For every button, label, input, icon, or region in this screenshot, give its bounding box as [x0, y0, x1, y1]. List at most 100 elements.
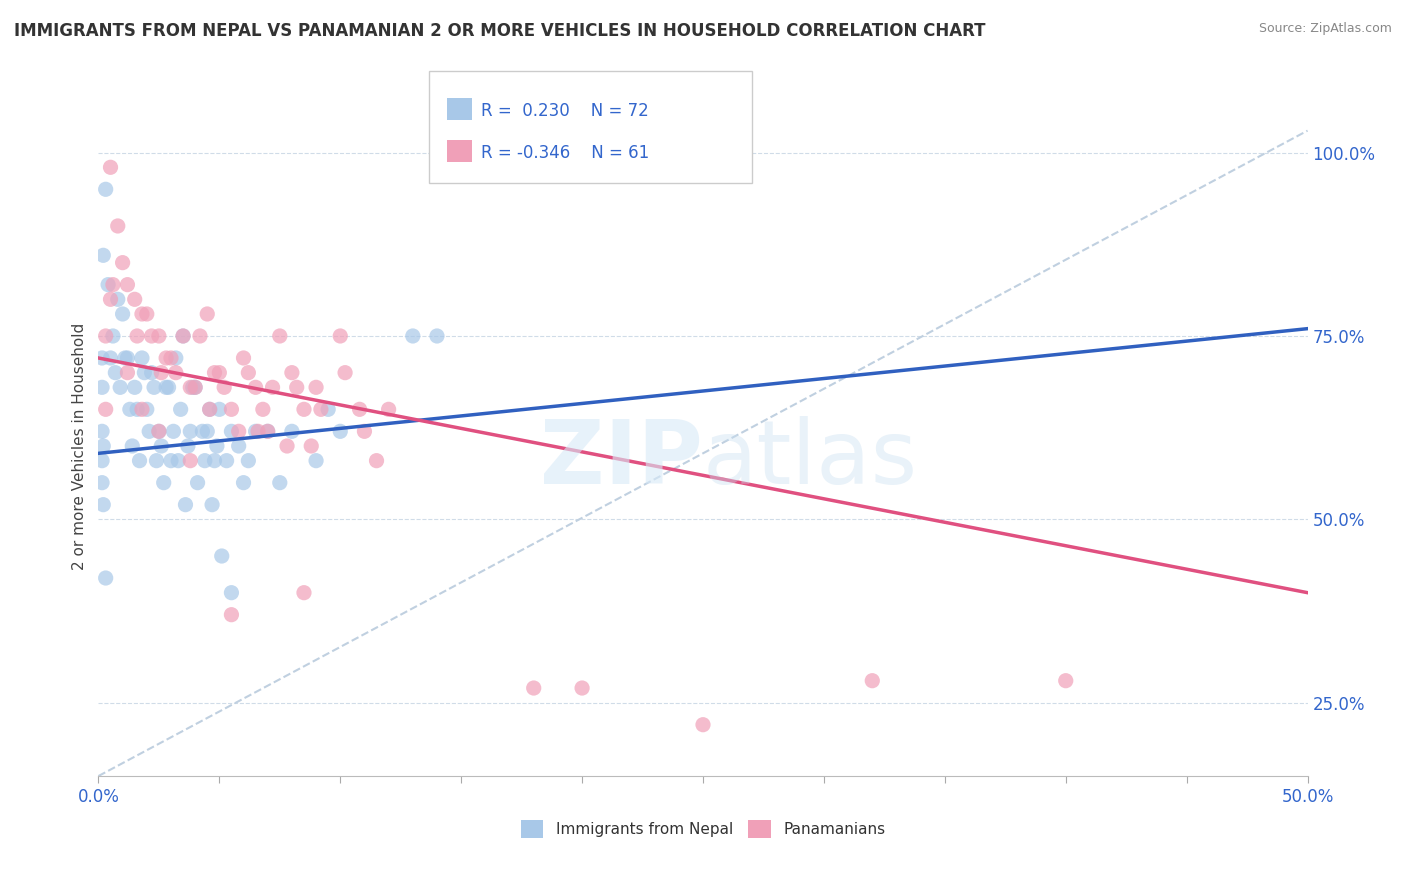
Point: [91, 439, 114, 453]
Point: [571, 681, 593, 695]
Point: [299, 439, 322, 453]
Point: [353, 425, 375, 439]
Point: [91, 425, 114, 439]
Point: [150, 366, 173, 380]
Point: [91, 475, 114, 490]
Point: [101, 329, 124, 343]
Point: [252, 402, 274, 417]
Point: [131, 307, 153, 321]
Point: [167, 453, 190, 467]
Point: [333, 366, 356, 380]
Point: [91, 351, 114, 365]
Point: [228, 439, 250, 453]
Point: [94, 402, 117, 417]
Point: [138, 425, 160, 439]
Point: [245, 425, 267, 439]
Point: [128, 453, 150, 467]
Point: [111, 255, 134, 269]
Point: [148, 425, 170, 439]
Point: [187, 475, 209, 490]
Point: [305, 380, 328, 394]
Point: [238, 366, 260, 380]
Point: [212, 380, 235, 394]
Point: [108, 380, 131, 394]
Point: [155, 351, 177, 365]
Point: [157, 380, 180, 394]
Point: [141, 329, 163, 343]
Point: [232, 351, 254, 365]
Point: [860, 673, 883, 688]
Point: [188, 329, 211, 343]
Point: [221, 607, 243, 622]
Point: [127, 329, 149, 343]
Point: [184, 380, 207, 394]
Point: [141, 366, 163, 380]
Point: [194, 453, 217, 467]
Point: [309, 402, 332, 417]
Point: [162, 425, 184, 439]
Point: [135, 307, 157, 321]
Point: [131, 402, 153, 417]
Legend: Immigrants from Nepal, Panamanians: Immigrants from Nepal, Panamanians: [515, 814, 891, 845]
Point: [198, 402, 221, 417]
Y-axis label: 2 or more Vehicles in Household: 2 or more Vehicles in Household: [72, 322, 87, 570]
Point: [523, 681, 546, 695]
Text: Source: ZipAtlas.com: Source: ZipAtlas.com: [1258, 22, 1392, 36]
Point: [191, 425, 214, 439]
Text: R =  0.230    N = 72: R = 0.230 N = 72: [481, 103, 648, 120]
Point: [232, 475, 254, 490]
Point: [366, 453, 388, 467]
Point: [91, 498, 114, 512]
Point: [152, 475, 174, 490]
Point: [100, 161, 122, 175]
Point: [118, 402, 141, 417]
Point: [155, 380, 177, 394]
Point: [143, 380, 166, 394]
Point: [204, 453, 226, 467]
Point: [215, 453, 238, 467]
Point: [160, 351, 183, 365]
Text: ZIP: ZIP: [540, 416, 703, 503]
Text: IMMIGRANTS FROM NEPAL VS PANAMANIAN 2 OR MORE VEHICLES IN HOUSEHOLD CORRELATION : IMMIGRANTS FROM NEPAL VS PANAMANIAN 2 OR…: [14, 22, 986, 40]
Point: [91, 453, 114, 467]
Point: [184, 380, 207, 394]
Point: [134, 366, 156, 380]
Point: [292, 585, 315, 599]
Point: [205, 439, 228, 453]
Point: [100, 351, 122, 365]
Point: [131, 351, 153, 365]
Point: [201, 498, 224, 512]
Point: [245, 380, 267, 394]
Point: [281, 366, 304, 380]
Point: [117, 351, 139, 365]
Point: [692, 717, 714, 731]
Point: [97, 277, 120, 292]
Point: [208, 402, 231, 417]
Point: [238, 453, 260, 467]
Point: [329, 329, 352, 343]
Point: [172, 329, 194, 343]
Point: [100, 293, 122, 307]
Point: [145, 453, 167, 467]
Point: [402, 329, 425, 343]
Point: [181, 380, 204, 394]
Point: [148, 329, 170, 343]
Point: [121, 439, 143, 453]
Point: [117, 366, 139, 380]
Point: [208, 366, 231, 380]
Point: [124, 293, 146, 307]
Point: [127, 402, 149, 417]
Point: [94, 571, 117, 585]
Point: [276, 439, 298, 453]
Point: [91, 248, 114, 262]
Point: [329, 425, 352, 439]
Point: [177, 439, 200, 453]
Point: [256, 425, 278, 439]
Point: [169, 402, 191, 417]
Point: [292, 402, 315, 417]
Point: [281, 425, 304, 439]
Point: [305, 453, 328, 467]
Point: [111, 307, 134, 321]
Point: [247, 425, 270, 439]
Point: [179, 453, 201, 467]
